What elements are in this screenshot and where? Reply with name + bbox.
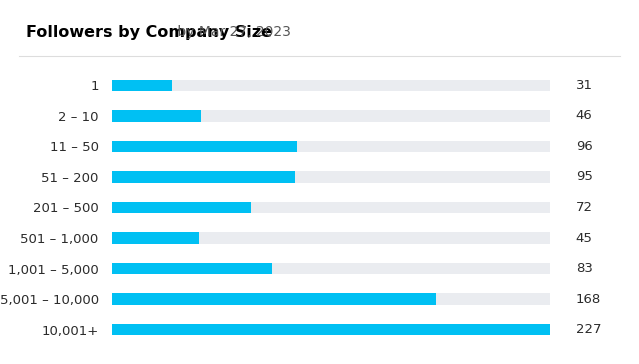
Bar [112, 80, 550, 91]
Text: 45: 45 [576, 232, 593, 245]
Bar [112, 171, 295, 183]
Text: Followers by Company Size: Followers by Company Size [26, 25, 272, 40]
Text: 83: 83 [576, 262, 593, 275]
Bar [112, 171, 550, 183]
Bar [112, 141, 550, 152]
Bar [112, 202, 250, 213]
Bar [112, 263, 272, 274]
Text: 227: 227 [576, 323, 601, 336]
Text: by Mar 27, 2023: by Mar 27, 2023 [173, 25, 290, 39]
Bar [112, 110, 201, 122]
Text: 31: 31 [576, 79, 593, 92]
Bar [112, 293, 436, 305]
Bar [112, 232, 199, 244]
Bar [112, 80, 172, 91]
Bar [112, 324, 550, 335]
Bar [112, 324, 550, 335]
Text: 46: 46 [576, 110, 592, 122]
Text: 95: 95 [576, 170, 593, 183]
Bar [112, 202, 550, 213]
Bar [112, 141, 297, 152]
Text: 72: 72 [576, 201, 593, 214]
Text: 168: 168 [576, 293, 601, 305]
Text: 96: 96 [576, 140, 592, 153]
Bar [112, 232, 550, 244]
Bar [112, 110, 550, 122]
Bar [112, 293, 550, 305]
Bar [112, 263, 550, 274]
